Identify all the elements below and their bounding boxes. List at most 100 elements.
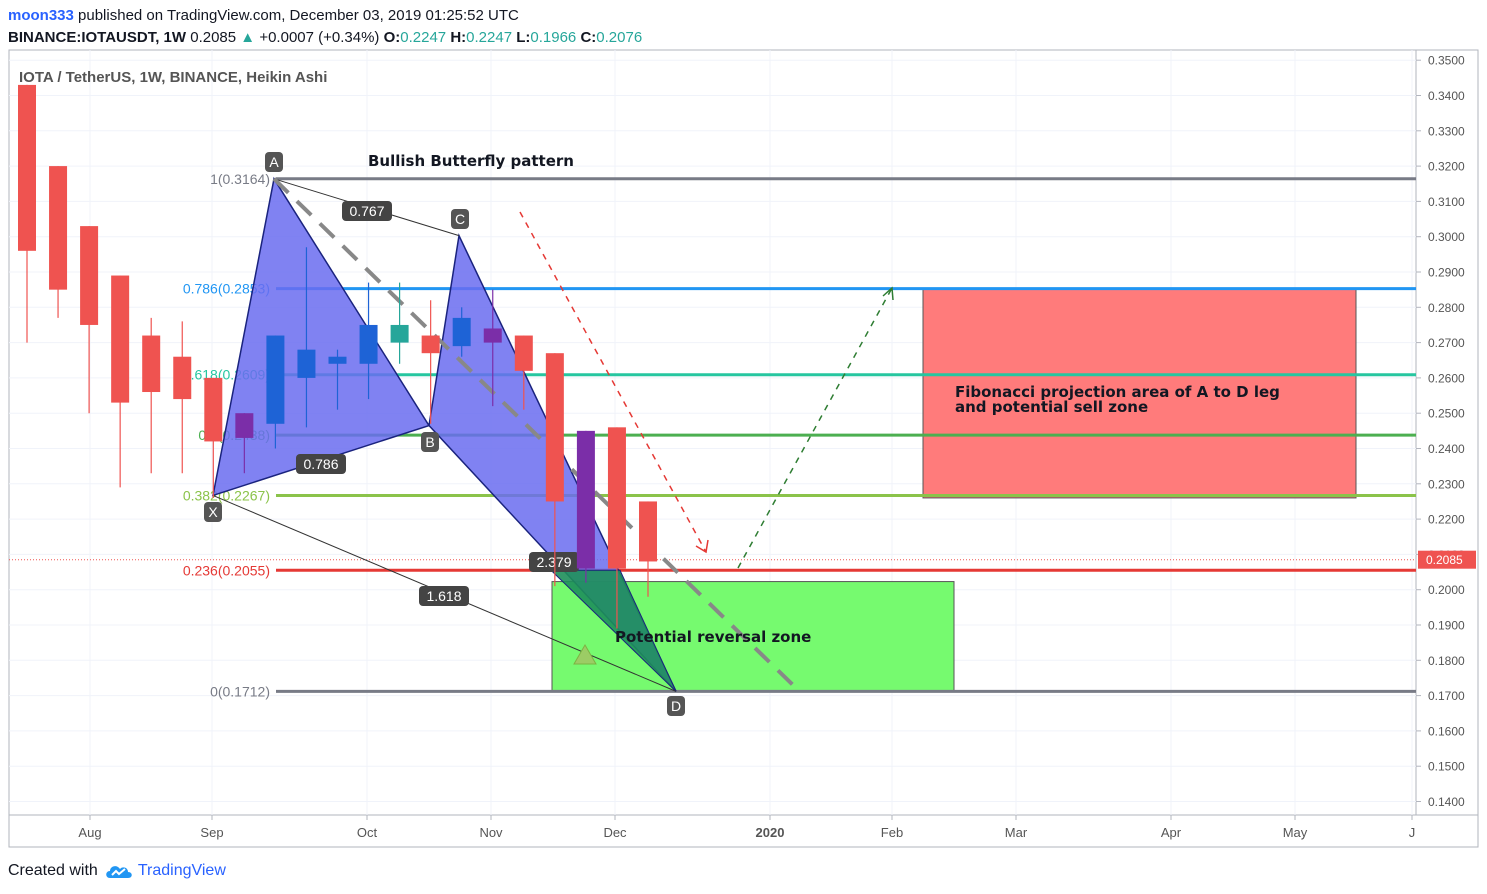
candle-body bbox=[483, 328, 502, 343]
ratio-badge bbox=[419, 586, 469, 606]
tradingview-link[interactable]: TradingView bbox=[137, 862, 226, 879]
candle-body bbox=[359, 324, 378, 364]
price-tick-label: 0.2900 bbox=[1428, 266, 1465, 280]
point-badge bbox=[421, 432, 439, 452]
time-tick-label: Nov bbox=[479, 825, 503, 840]
tradingview-cloud-icon bbox=[106, 866, 132, 878]
point-badge bbox=[451, 209, 469, 229]
candle-body bbox=[18, 84, 36, 251]
price-tick-label: 0.1700 bbox=[1428, 689, 1465, 703]
chart-header: moon333 published on TradingView.com, De… bbox=[8, 5, 642, 49]
pattern-name: Bullish Butterfly pattern bbox=[368, 152, 574, 170]
fib-label: 0(0.1712) bbox=[210, 683, 270, 699]
price-tick-label: 0.3100 bbox=[1428, 195, 1465, 209]
candle-body bbox=[576, 430, 595, 569]
publish-line: moon333 published on TradingView.com, De… bbox=[8, 5, 642, 27]
point-label: B bbox=[425, 434, 434, 450]
fib-label: 0.786(0.2853) bbox=[183, 281, 270, 297]
close-value: 0.2076 bbox=[596, 29, 643, 46]
candle-body bbox=[142, 335, 161, 393]
price-change: +0.0007 (+0.34%) bbox=[259, 29, 380, 46]
ratio-label: 0.767 bbox=[349, 203, 384, 219]
candle-body bbox=[545, 353, 564, 502]
point-label: D bbox=[671, 698, 681, 714]
footer: Created with TradingView bbox=[8, 862, 226, 880]
sell-zone-label: Fibonacci projection area of A to D leg a… bbox=[955, 383, 1280, 416]
high-label: H: bbox=[450, 29, 467, 46]
point-label: A bbox=[269, 154, 279, 170]
time-tick-label: Feb bbox=[881, 825, 903, 840]
sell-zone-line-1: Fibonacci projection area of A to D leg bbox=[955, 383, 1280, 401]
ratio-badge bbox=[342, 201, 392, 221]
time-tick-label: May bbox=[1283, 825, 1308, 840]
price-axis[interactable]: 0.1400 0.1500 0.1600 0.1700 0.1800 0.1900 0.20… bbox=[1416, 54, 1476, 809]
time-tick-label: Oct bbox=[357, 825, 378, 840]
price-chart[interactable]: 0.1400 0.1500 0.1600 0.1700 0.1800 0.1900 0.20… bbox=[0, 0, 1487, 860]
username-link[interactable]: moon333 bbox=[8, 7, 74, 24]
ratio-badge bbox=[529, 552, 579, 572]
time-tick-label: 2020 bbox=[756, 825, 785, 840]
price-tick-label: 0.2000 bbox=[1428, 583, 1465, 597]
sell-zone-box bbox=[922, 288, 1357, 499]
last-price: 0.2085 bbox=[190, 29, 237, 46]
published-text: published on TradingView.com, December 0… bbox=[78, 7, 519, 24]
close-label: C: bbox=[580, 29, 597, 46]
candle-body bbox=[421, 335, 440, 354]
candle-body bbox=[607, 427, 626, 569]
time-tick-label: Aug bbox=[78, 825, 101, 840]
price-tick-label: 0.3400 bbox=[1428, 89, 1465, 103]
ratio-label: 0.786 bbox=[303, 456, 338, 472]
time-tick-label: Sep bbox=[200, 825, 223, 840]
price-tick-label: 0.3300 bbox=[1428, 124, 1465, 138]
fib-label: 1(0.3164) bbox=[210, 171, 270, 187]
price-tick-label: 0.1500 bbox=[1428, 760, 1465, 774]
ratio-label: 2.379 bbox=[536, 554, 571, 570]
up-arrow-line bbox=[737, 287, 893, 569]
ratio-badge bbox=[296, 454, 346, 474]
reversal-zone-label: Potential reversal zone bbox=[615, 628, 811, 646]
created-with-text: Created with bbox=[8, 862, 98, 879]
price-tick-label: 0.2400 bbox=[1428, 442, 1465, 456]
price-tick-label: 0.2500 bbox=[1428, 407, 1465, 421]
up-arrow-head bbox=[882, 286, 894, 301]
sell-zone-line-2: and potential sell zone bbox=[955, 398, 1148, 416]
up-arrow-icon: ▲ bbox=[240, 29, 256, 46]
down-arrow-head bbox=[695, 539, 709, 554]
fib-label: 0.236(0.2055) bbox=[183, 562, 270, 578]
candle-body bbox=[297, 349, 316, 378]
candle-body bbox=[328, 356, 347, 364]
point-badge bbox=[204, 502, 222, 522]
fib-label: 0.382(0.2267) bbox=[183, 487, 270, 503]
time-tick-label: Apr bbox=[1161, 825, 1182, 840]
time-tick-label: J bbox=[1409, 825, 1416, 840]
chart-labels: IOTA / TetherUS, 1W, BINANCE, Heikin Ash… bbox=[19, 69, 811, 646]
entry-marker-icon bbox=[573, 644, 597, 665]
time-tick-label: Dec bbox=[603, 825, 627, 840]
price-tick-label: 0.3200 bbox=[1428, 160, 1465, 174]
time-tick-label: Mar bbox=[1005, 825, 1028, 840]
price-tick-label: 0.1900 bbox=[1428, 619, 1465, 633]
price-tick-label: 0.3000 bbox=[1428, 230, 1465, 244]
candle-body bbox=[452, 317, 471, 347]
price-tick-label: 0.3500 bbox=[1428, 54, 1465, 68]
price-tick-label: 0.2300 bbox=[1428, 477, 1465, 491]
candles bbox=[18, 84, 657, 629]
projection-arrows bbox=[519, 211, 894, 665]
price-tick-label: 0.1400 bbox=[1428, 795, 1465, 809]
point-badge bbox=[265, 152, 283, 172]
price-tick-label: 0.2800 bbox=[1428, 301, 1465, 315]
candle-body bbox=[173, 356, 192, 400]
last-price-label: 0.2085 bbox=[1426, 553, 1463, 567]
point-label: X bbox=[208, 504, 218, 520]
ratio-label: 1.618 bbox=[426, 588, 461, 604]
ohlc-line: BINANCE:IOTAUSDT, 1W 0.2085 ▲ +0.0007 (+… bbox=[8, 27, 642, 49]
point-badge bbox=[667, 696, 685, 716]
point-label: C bbox=[455, 211, 465, 227]
time-axis[interactable]: Aug Sep Oct Nov Dec 2020 Feb Mar Apr May J bbox=[78, 815, 1415, 840]
chart-title: IOTA / TetherUS, 1W, BINANCE, Heikin Ash… bbox=[19, 69, 327, 86]
high-value: 0.2247 bbox=[466, 29, 513, 46]
candle-body bbox=[514, 335, 533, 371]
low-label: L: bbox=[516, 29, 531, 46]
price-tick-label: 0.2600 bbox=[1428, 371, 1465, 385]
candle-body bbox=[80, 226, 99, 325]
